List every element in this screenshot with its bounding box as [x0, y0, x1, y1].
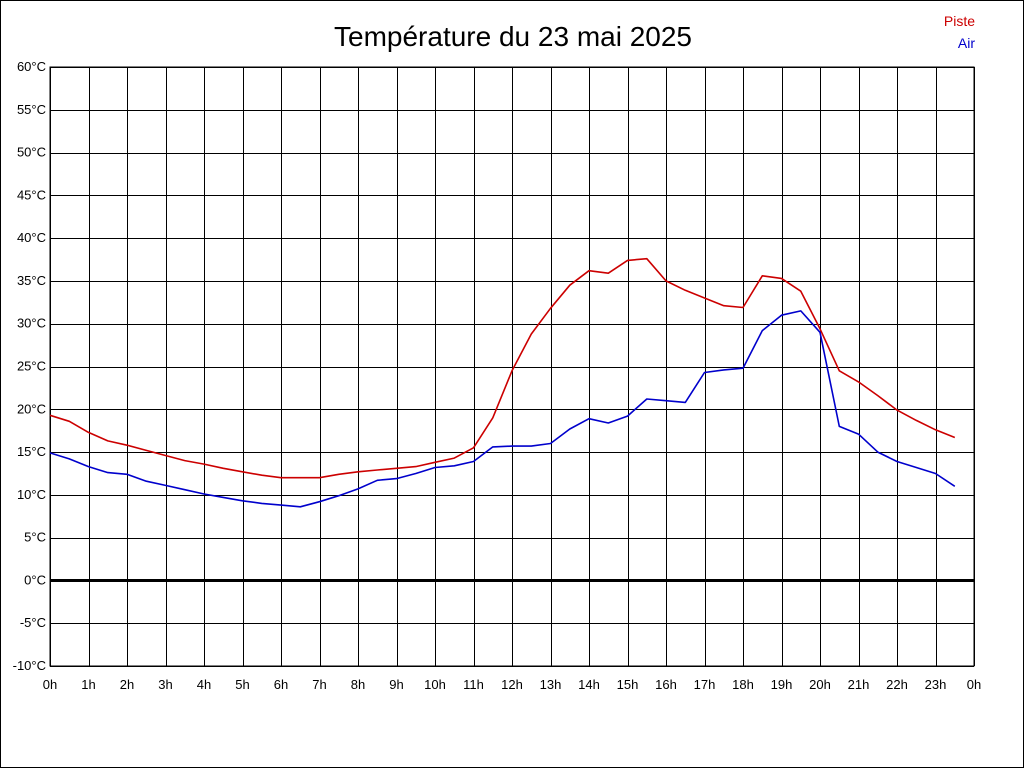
y-tick-label: 25°C: [17, 359, 46, 374]
series-line-piste: [49, 257, 956, 479]
x-tick-label: 5h: [235, 677, 249, 692]
grid: [49, 66, 975, 667]
x-tick-label: 7h: [312, 677, 326, 692]
y-tick-label: 5°C: [24, 530, 46, 545]
x-tick-label: 2h: [120, 677, 134, 692]
x-tick-label: 8h: [351, 677, 365, 692]
y-tick-label: 45°C: [17, 187, 46, 202]
y-tick-label: -5°C: [20, 615, 46, 630]
x-tick-labels: 0h 1h 2h 3h 4h 5h 6h 7h 8h 9h 10h 11h 12h 13h 14h 15h 16…: [43, 677, 981, 692]
y-tick-label: 10°C: [17, 487, 46, 502]
y-tick-label: 55°C: [17, 102, 46, 117]
y-tick-label: 50°C: [17, 145, 46, 160]
x-tick-label: 23h: [925, 677, 947, 692]
x-tick-label: 21h: [848, 677, 870, 692]
x-tick-label: 11h: [463, 677, 484, 692]
legend-entry-air: Air: [958, 35, 975, 51]
x-tick-label: 0h: [43, 677, 57, 692]
y-tick-labels: 60°C 55°C 50°C 45°C 40°C 35°C 30°C 25°C 20°C 15°C…: [13, 59, 46, 673]
x-tick-label: 17h: [694, 677, 716, 692]
x-tick-label: 4h: [197, 677, 211, 692]
x-tick-label: 6h: [274, 677, 288, 692]
x-tick-label: 22h: [886, 677, 908, 692]
x-tick-label: 13h: [540, 677, 562, 692]
series-line-air: [49, 310, 956, 508]
chart-title: Température du 23 mai 2025: [334, 21, 692, 52]
x-tick-label: 19h: [771, 677, 793, 692]
series-group: [49, 257, 956, 508]
x-tick-label: 18h: [732, 677, 754, 692]
x-tick-label: 12h: [501, 677, 523, 692]
y-tick-label: 60°C: [17, 59, 46, 74]
y-tick-label: 40°C: [17, 230, 46, 245]
y-tick-label: 30°C: [17, 316, 46, 331]
y-tick-label: 20°C: [17, 401, 46, 416]
legend: Piste Air: [944, 13, 975, 51]
x-tick-label: 15h: [617, 677, 639, 692]
legend-entry-piste: Piste: [944, 13, 975, 29]
y-tick-label: 15°C: [17, 444, 46, 459]
x-tick-label: 20h: [809, 677, 831, 692]
x-tick-label: 1h: [81, 677, 95, 692]
y-tick-label: 0°C: [24, 572, 46, 587]
y-tick-label: -10°C: [13, 658, 46, 673]
x-tick-label: 16h: [655, 677, 677, 692]
x-tick-label: 14h: [578, 677, 600, 692]
x-tick-label: 0h: [967, 677, 981, 692]
x-tick-label: 10h: [424, 677, 446, 692]
x-tick-label: 3h: [158, 677, 172, 692]
y-tick-label: 35°C: [17, 273, 46, 288]
x-tick-label: 9h: [389, 677, 403, 692]
